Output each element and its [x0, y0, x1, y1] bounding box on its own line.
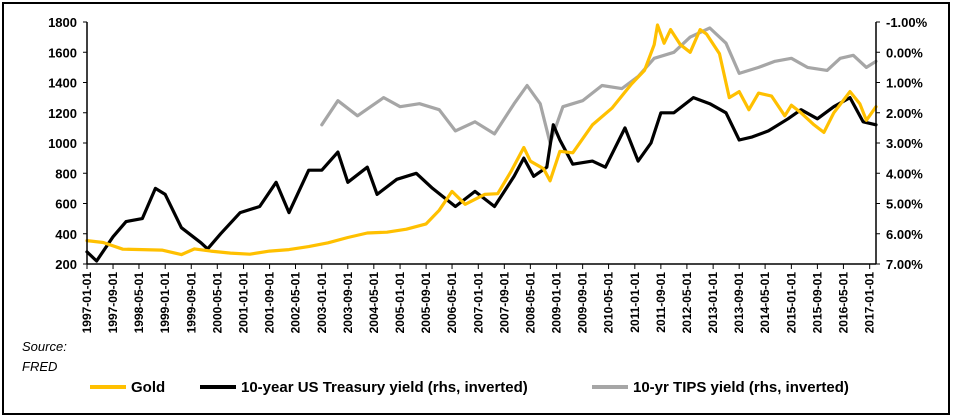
- x-tick-label: 2013-09-01: [732, 272, 746, 334]
- x-tick-label: 2007-01-01: [471, 272, 485, 334]
- chart-frame: [2, 2, 950, 415]
- left-tick-label: 1200: [48, 106, 77, 121]
- x-tick-label: 2003-01-01: [315, 272, 329, 334]
- right-tick-label: -1.00%: [886, 15, 928, 30]
- x-tick-label: 2016-05-01: [836, 272, 850, 334]
- right-tick-label: 0.00%: [886, 45, 923, 60]
- x-tick-label: 2005-01-01: [393, 272, 407, 334]
- left-axis: 1800 1600 1400 1200 1000 800 600 400 200: [48, 15, 88, 272]
- x-tick-label: 2002-05-01: [289, 272, 303, 334]
- legend-tips-label: 10-yr TIPS yield (rhs, inverted): [633, 379, 849, 396]
- legend-treasury-label: 10-year US Treasury yield (rhs, inverted…: [241, 379, 528, 396]
- x-tick-label: 2015-09-01: [810, 272, 824, 334]
- x-tick-label: 2010-05-01: [602, 272, 616, 334]
- x-tick-label: 1997-01-01: [80, 272, 94, 334]
- x-tick-label: 1999-01-01: [158, 272, 172, 334]
- gold-line: [85, 23, 878, 257]
- left-tick-label: 1600: [48, 45, 77, 60]
- tips-yield-line: [320, 26, 878, 145]
- x-tick-label: 1998-05-01: [132, 272, 146, 334]
- x-tick-label: 2003-09-01: [341, 272, 355, 334]
- right-tick-label: 2.00%: [886, 106, 923, 121]
- left-tick-label: 400: [55, 227, 77, 242]
- left-tick-label: 800: [55, 166, 77, 181]
- x-tick-label: 2012-05-01: [680, 272, 694, 334]
- x-tick-label: 2014-05-01: [758, 272, 772, 334]
- x-axis: 1997-01-01 1997-09-01 1998-05-01 1999-01-01…: [80, 263, 877, 334]
- legend: Gold 10-year US Treasury yield (rhs, inve…: [90, 379, 849, 396]
- x-tick-label: 2001-09-01: [263, 272, 277, 334]
- x-tick-label: 2011-01-01: [628, 272, 642, 333]
- x-tick-label: 1999-09-01: [184, 272, 198, 334]
- right-axis: -1.00% 0.00% 1.00% 2.00% 3.00% 4.00% 5.00% 6.00…: [875, 15, 928, 272]
- right-tick-label: 7.00%: [886, 257, 923, 272]
- x-tick-label: 2009-01-01: [550, 272, 564, 334]
- right-tick-label: 4.00%: [886, 166, 923, 181]
- x-tick-label: 2001-01-01: [237, 272, 251, 334]
- left-tick-label: 1000: [48, 136, 77, 151]
- x-tick-label: 2005-09-01: [419, 272, 433, 334]
- left-tick-label: 1400: [48, 76, 77, 91]
- treasury-yield-line: [85, 95, 878, 263]
- source-label: Source:: [22, 339, 67, 354]
- x-tick-label: 2009-09-01: [576, 272, 590, 334]
- right-tick-label: 5.00%: [886, 197, 923, 212]
- x-tick-label: 2007-09-01: [497, 272, 511, 334]
- plot-lines: [85, 23, 878, 263]
- x-tick-label: 2017-01-01: [863, 272, 877, 334]
- x-tick-label: 2011-09-01: [654, 272, 668, 333]
- right-tick-label: 1.00%: [886, 76, 923, 91]
- x-tick-label: 2013-01-01: [706, 272, 720, 334]
- x-tick-label: 2008-05-01: [523, 272, 537, 334]
- x-tick-label: 2006-05-01: [445, 272, 459, 334]
- x-tick-label: 2015-01-01: [784, 272, 798, 334]
- source-value: FRED: [22, 359, 57, 374]
- left-tick-label: 200: [55, 257, 77, 272]
- x-tick-label: 1997-09-01: [106, 272, 120, 334]
- x-tick-label: 2000-05-01: [210, 272, 224, 334]
- right-tick-label: 3.00%: [886, 136, 923, 151]
- legend-gold-label: Gold: [131, 379, 165, 396]
- x-tick-label: 2004-05-01: [367, 272, 381, 334]
- right-tick-label: 6.00%: [886, 227, 923, 242]
- left-tick-label: 600: [55, 197, 77, 212]
- left-tick-label: 1800: [48, 15, 77, 30]
